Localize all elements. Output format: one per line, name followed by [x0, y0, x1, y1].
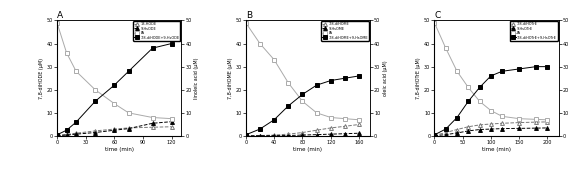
X-axis label: time (min): time (min): [294, 147, 322, 152]
Y-axis label: 7,8-diHOME (µM): 7,8-diHOME (µM): [227, 57, 233, 99]
Y-axis label: oleic acid (µM): oleic acid (µM): [383, 60, 388, 96]
Legend: 13-HODE, 9-HsODE, FA, 7,8-diHODE+9-HsODE: 13-HODE, 9-HsODE, FA, 7,8-diHODE+9-HsODE: [133, 21, 181, 41]
X-axis label: time (min): time (min): [104, 147, 133, 152]
X-axis label: time (min): time (min): [482, 147, 511, 152]
Text: C: C: [434, 11, 441, 20]
Y-axis label: 7,8-diHOTrE (µM): 7,8-diHOTrE (µM): [416, 57, 421, 99]
Text: A: A: [57, 11, 63, 20]
Y-axis label: linoleic acid (µM): linoleic acid (µM): [194, 57, 199, 99]
Legend: 7,8-diHOME, 9-HsOME, FA, 7,8-diHOME+9-HsOME: 7,8-diHOME, 9-HsOME, FA, 7,8-diHOME+9-Hs…: [321, 21, 369, 41]
Y-axis label: 7,8-diHODE (µM): 7,8-diHODE (µM): [39, 58, 44, 99]
Text: B: B: [246, 11, 252, 20]
Legend: 7,8-diHOTrE, 9-HsOTrE, FA, 7,8-diHOTrE+9-HsOTrE: 7,8-diHOTrE, 9-HsOTrE, FA, 7,8-diHOTrE+9…: [510, 21, 558, 41]
